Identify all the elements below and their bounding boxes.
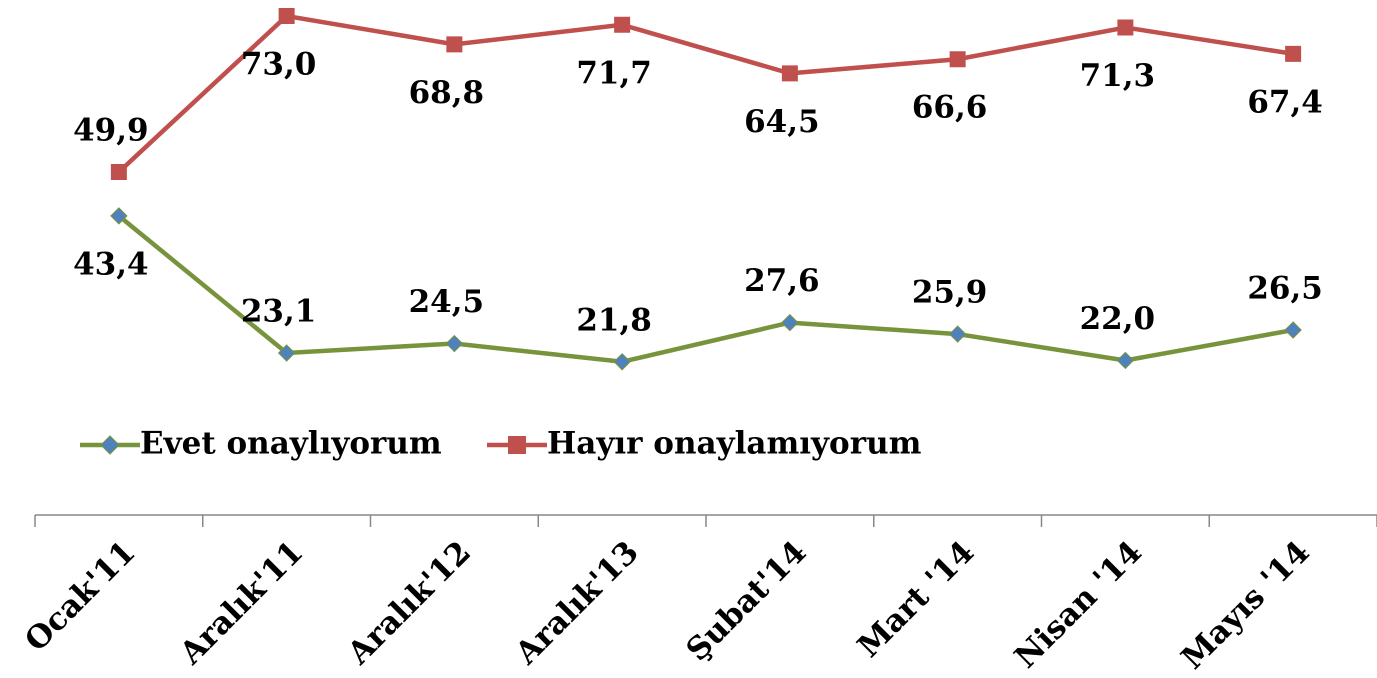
x-tick-label: Aralık'12 (340, 534, 478, 672)
data-label: 66,6 (912, 90, 988, 126)
data-label: 71,3 (1080, 58, 1156, 94)
data-point (278, 8, 295, 24)
x-tick-label: Mayıs '14 (1175, 534, 1317, 676)
series-line (117, 214, 1294, 365)
data-point (1284, 321, 1302, 339)
data-label: 24,5 (409, 284, 485, 320)
data-point (948, 325, 967, 343)
data-point (1116, 351, 1135, 370)
x-tick-label: Aralık'13 (508, 534, 646, 672)
data-point (277, 344, 296, 362)
data-point (110, 207, 128, 225)
data-point (1285, 45, 1302, 62)
data-point (446, 36, 463, 53)
x-tick-label: Nisan '14 (1008, 534, 1149, 675)
data-label: 73,0 (241, 47, 317, 83)
data-point (613, 353, 631, 371)
data-label: 49,9 (73, 113, 149, 149)
legend-marker (100, 435, 120, 455)
data-label: 64,5 (744, 104, 820, 140)
data-label: 25,9 (912, 275, 988, 311)
data-point (110, 164, 127, 181)
data-label: 68,8 (409, 75, 485, 111)
data-label: 22,0 (1080, 301, 1156, 337)
data-point (1117, 19, 1134, 36)
series-line (117, 13, 1294, 174)
data-label: 43,4 (73, 246, 149, 282)
x-tick-label: Ocak'11 (18, 534, 143, 659)
data-label: 71,7 (576, 55, 652, 91)
x-tick-label: Mart '14 (851, 534, 981, 664)
data-label: 21,8 (576, 302, 652, 338)
data-point (445, 334, 464, 353)
legend-label: Hayır onaylamıyorum (547, 426, 922, 462)
data-point (781, 65, 798, 82)
data-point (781, 313, 799, 332)
data-point (949, 51, 966, 68)
legend-marker (508, 436, 526, 454)
legend-label: Evet onaylıyorum (140, 426, 442, 462)
x-tick-label: Aralık'11 (172, 534, 310, 672)
data-label: 23,1 (241, 293, 317, 329)
data-point (614, 16, 631, 33)
x-tick-label: Şubat'14 (679, 534, 813, 668)
data-label: 27,6 (744, 263, 820, 299)
data-label: 26,5 (1247, 271, 1323, 307)
data-label: 67,4 (1247, 84, 1323, 120)
